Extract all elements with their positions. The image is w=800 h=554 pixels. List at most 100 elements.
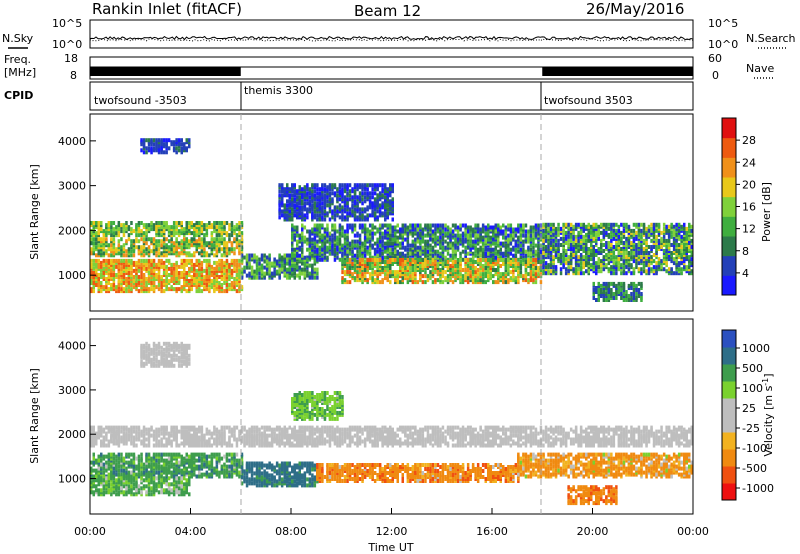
data-cell (135, 271, 138, 275)
data-cell (519, 255, 523, 260)
data-cell (439, 258, 442, 262)
data-cell (205, 251, 209, 256)
data-cell (235, 281, 239, 285)
data-cell (152, 223, 156, 228)
data-cell (655, 222, 658, 227)
data-cell (567, 238, 570, 243)
data-cell (376, 266, 379, 270)
data-cell (672, 228, 676, 233)
data-cell (484, 225, 487, 230)
data-cell (318, 191, 322, 196)
data-cell (497, 268, 500, 272)
data-cell (497, 274, 500, 279)
data-cell (356, 217, 359, 222)
data-cell (117, 243, 121, 248)
data-cell (469, 233, 472, 238)
data-cell (542, 222, 545, 227)
data-cell (582, 234, 585, 239)
data-cell (107, 281, 111, 285)
data-cell (293, 203, 296, 208)
data-cell (474, 266, 477, 270)
data-cell (399, 272, 402, 277)
data-cell (157, 247, 161, 252)
data-cell (368, 229, 372, 234)
data-cell (275, 269, 279, 274)
data-cell (532, 241, 535, 246)
data-cell (200, 237, 204, 242)
data-cell (602, 298, 606, 302)
data-cell (97, 221, 100, 225)
data-cell (529, 270, 533, 275)
data-cell (326, 203, 329, 208)
data-cell (652, 265, 656, 270)
data-cell (210, 285, 214, 290)
data-cell (441, 241, 445, 246)
data-cell (165, 253, 168, 258)
data-cell (353, 227, 357, 232)
data-cell (353, 207, 357, 212)
data-cell (107, 221, 111, 225)
data-cell (514, 266, 518, 270)
data-cell (537, 253, 540, 258)
data-cell (120, 279, 123, 283)
data-cell (444, 270, 447, 275)
data-cell (333, 257, 337, 262)
data-cell (414, 253, 417, 258)
data-cell (471, 255, 475, 260)
data-cell (376, 253, 379, 258)
data-cell (597, 257, 600, 262)
data-cell (569, 247, 573, 251)
data-cell (509, 223, 513, 228)
data-cell (497, 280, 500, 285)
data-cell (492, 225, 495, 230)
data-cell (373, 211, 377, 216)
data-cell (341, 270, 344, 275)
data-cell (368, 203, 372, 208)
data-cell (627, 224, 631, 229)
data-cell (147, 223, 151, 228)
data-cell (605, 226, 608, 231)
data-cell (368, 239, 372, 244)
data-cell (127, 247, 131, 252)
data-cell (675, 267, 678, 272)
data-cell (579, 222, 583, 227)
data-cell (484, 258, 487, 262)
data-cell (145, 223, 148, 228)
data-cell (132, 268, 136, 273)
data-cell (248, 257, 251, 262)
data-cell (592, 245, 595, 249)
data-cell (474, 245, 477, 250)
data-cell (371, 264, 374, 268)
data-cell (635, 265, 638, 270)
data-cell (351, 249, 354, 254)
data-cell (464, 274, 467, 279)
data-cell (630, 251, 633, 255)
data-cell (507, 278, 510, 283)
cpid-panel: CPID twofsound -3503 themis 3300 twofsou… (4, 81, 694, 111)
data-cell (647, 232, 651, 237)
data-cell (381, 187, 384, 192)
data-cell (532, 258, 535, 262)
data-cell (288, 193, 291, 198)
nsky-label: N.Sky (2, 32, 34, 45)
data-cell (481, 247, 485, 252)
data-cell (617, 281, 621, 286)
data-cell (605, 241, 608, 245)
data-cell (466, 268, 470, 272)
data-cell (384, 260, 387, 264)
data-cell (683, 265, 686, 270)
data-cell (346, 270, 349, 275)
data-cell (137, 275, 141, 279)
data-cell (356, 195, 359, 200)
data-cell (640, 241, 643, 245)
data-cell (117, 239, 121, 244)
data-cell (389, 203, 392, 208)
data-cell (381, 201, 384, 206)
data-cell (612, 292, 616, 296)
data-cell (152, 285, 156, 290)
data-cell (341, 243, 344, 248)
data-cell (213, 221, 216, 225)
data-cell (110, 247, 113, 252)
data-cell (353, 183, 357, 188)
data-cell (318, 223, 322, 228)
